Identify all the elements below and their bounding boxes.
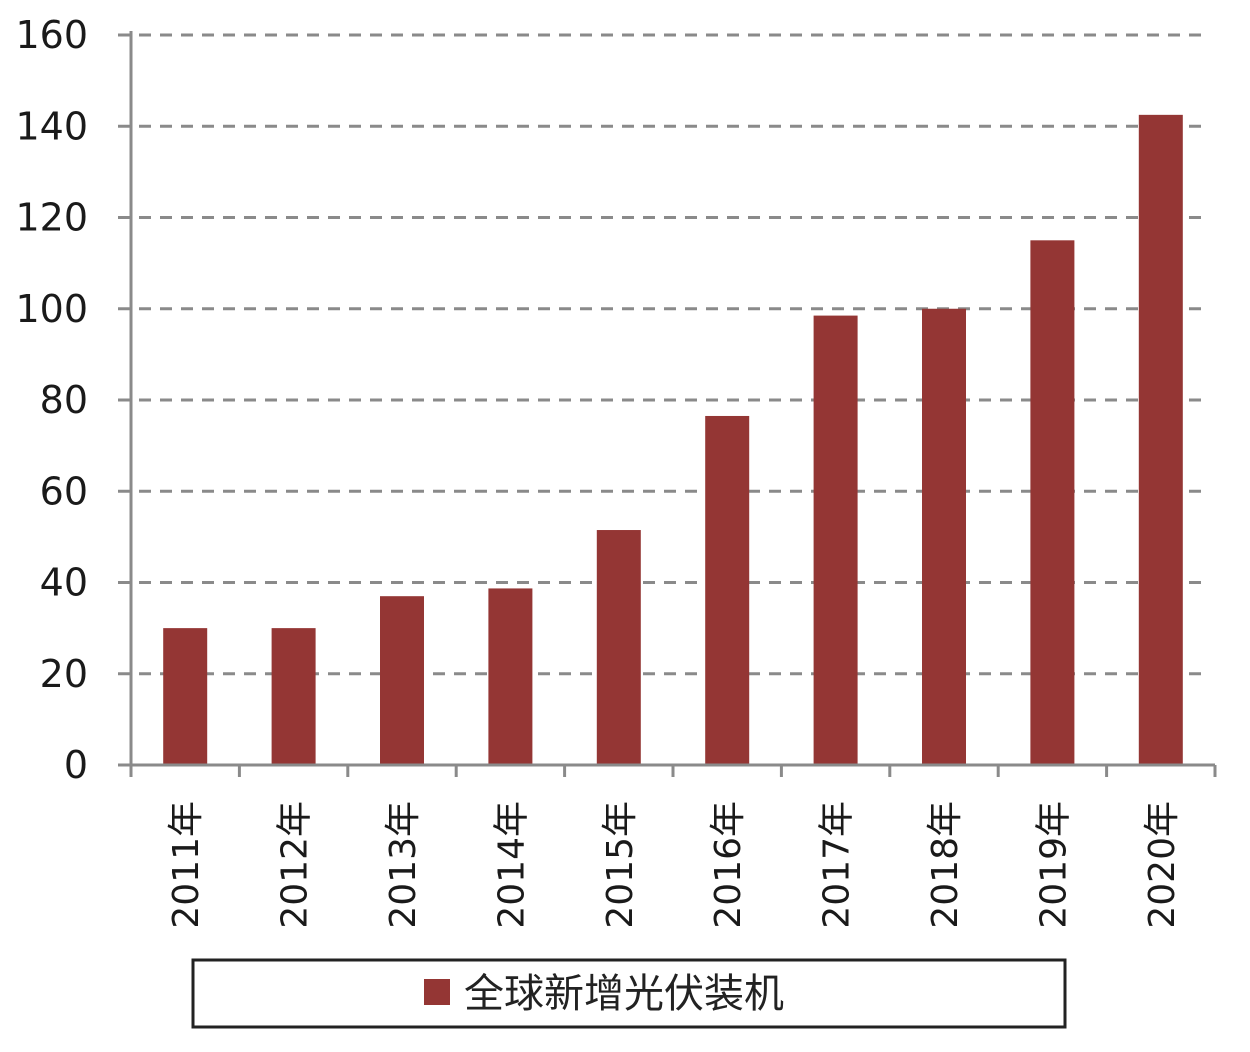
legend-box [191, 958, 1067, 1029]
gridlines [139, 33, 1208, 676]
legend: 全球新增光伏装机 [191, 958, 1067, 1029]
bar [271, 628, 316, 765]
bar [1138, 114, 1183, 765]
y-axis-tick-labels: 0 20 40 60 80 100 120 140 160 [15, 13, 88, 787]
y-tick-label: 100 [15, 287, 88, 331]
x-tick-label: 2012年 [275, 801, 316, 929]
bar [922, 308, 966, 765]
x-tick-label: 2016年 [708, 801, 749, 929]
x-tick-label: 2014年 [491, 801, 532, 929]
y-tick-label: 160 [15, 13, 88, 57]
axes [118, 31, 1217, 777]
y-tick-label: 120 [15, 196, 88, 240]
x-tick-label: 2017年 [817, 801, 858, 929]
bar [488, 588, 533, 765]
bar [1030, 240, 1075, 765]
x-tick-label: 2011年 [166, 801, 207, 929]
x-tick-label: 2019年 [1033, 801, 1074, 929]
x-tick-label: 2018年 [925, 801, 966, 929]
y-tick-label: 80 [40, 378, 88, 422]
x-tick-label: 2020年 [1142, 801, 1183, 929]
bars [163, 114, 1183, 765]
y-tick-label: 20 [40, 652, 88, 696]
legend-label: 全球新增光伏装机 [464, 971, 784, 1017]
bar [163, 628, 208, 765]
y-tick-label: 140 [15, 104, 88, 148]
bar [813, 315, 858, 765]
bar [705, 415, 750, 765]
y-tick-label: 40 [40, 561, 88, 605]
x-tick-label: 2015年 [600, 801, 641, 929]
x-axis-tick-labels: 2011年 2012年 2013年 2014年 2015年 2016年 2017年 2018年… [166, 801, 1183, 929]
y-tick-label: 0 [64, 743, 88, 787]
bar [596, 530, 641, 765]
x-tick-label: 2013年 [383, 801, 424, 929]
bar [380, 596, 424, 765]
legend-swatch [424, 979, 450, 1005]
y-tick-label: 60 [40, 469, 88, 513]
